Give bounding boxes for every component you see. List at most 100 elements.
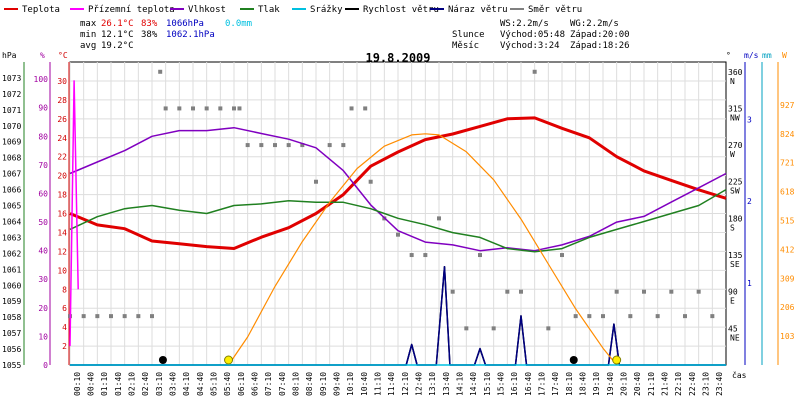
temp-tick-7: 16: [57, 210, 67, 219]
wind-dir-point-50: [710, 314, 715, 319]
hpa-tick-12: 1067: [2, 170, 21, 179]
w-tick-6: 721: [780, 159, 795, 168]
wind-dir-point-48: [683, 314, 687, 319]
temp-tick-1: 4: [62, 323, 67, 332]
ms-tick-2: 3: [747, 115, 752, 124]
wind-dir-point-38: [546, 326, 551, 331]
dir-tick-deg-3: 180: [728, 214, 743, 223]
wind-dir-point-27: [396, 232, 400, 237]
x-tick-14: 07:10: [264, 372, 273, 396]
wind-dir-point-30: [437, 216, 441, 221]
moon-label: Měsíc: [452, 41, 479, 51]
axis-title-ms: m/s: [744, 51, 759, 60]
x-tick-23: 11:40: [387, 372, 396, 396]
x-tick-37: 18:40: [579, 372, 588, 396]
wind-dir-point-9: [177, 106, 182, 111]
x-tick-33: 16:40: [524, 372, 533, 396]
pct-tick-1: 10: [38, 332, 48, 341]
wind-dir-point-39: [560, 253, 564, 258]
w-tick-4: 515: [780, 217, 795, 226]
hpa-tick-3: 1058: [2, 313, 21, 322]
dir-tick-name-7: N: [730, 77, 735, 86]
x-tick-24: 12:10: [401, 372, 410, 396]
wind-dir-point-18: [286, 143, 291, 148]
info-block: WS:2.2m/s WG:2.2m/s Slunce Východ:05:48 …: [452, 19, 630, 51]
axis-title-w: W: [782, 51, 787, 60]
w-tick-1: 206: [780, 303, 795, 312]
w-tick-7: 824: [780, 130, 795, 139]
dir-tick-deg-0: 45: [728, 324, 738, 333]
x-tick-1: 00:40: [87, 372, 96, 396]
stat-max-press: 1066hPa: [166, 19, 204, 29]
x-tick-21: 10:40: [360, 372, 369, 396]
wind-dir-point-14: [237, 106, 242, 111]
temp-tick-0: 2: [62, 342, 67, 351]
legend-label-0: Teplota: [22, 5, 60, 15]
wind-dir-point-32: [464, 326, 469, 331]
ms-tick-0: 1: [747, 279, 752, 288]
x-tick-40: 20:10: [620, 372, 629, 396]
x-tick-5: 02:40: [141, 372, 150, 396]
wind-dir-point-16: [259, 143, 264, 148]
x-tick-6: 03:10: [155, 372, 164, 396]
hpa-tick-1: 1056: [2, 345, 21, 354]
pct-tick-5: 50: [38, 218, 48, 227]
wind-dir-point-24: [363, 106, 368, 111]
hpa-tick-18: 1073: [2, 74, 21, 83]
wind-dir-point-33: [478, 253, 482, 258]
x-tick-46: 23:10: [702, 372, 711, 396]
series-line-6: [228, 133, 618, 366]
x-tick-18: 09:10: [319, 372, 328, 396]
axis-title-time: čas: [732, 370, 747, 380]
moonrise-time: Východ:3:24: [500, 41, 560, 51]
x-tick-29: 14:40: [469, 372, 478, 396]
dir-tick-deg-4: 225: [728, 178, 743, 187]
axis-title-temp: °C: [58, 51, 68, 60]
x-tick-2: 01:10: [100, 372, 109, 396]
wind-dir-point-21: [327, 143, 332, 148]
stat-max-label: max: [80, 19, 97, 29]
wind-gust-info: WG:2.2m/s: [570, 19, 619, 29]
temp-tick-10: 22: [57, 153, 67, 162]
wind-dir-point-41: [587, 314, 592, 319]
hpa-tick-9: 1064: [2, 217, 21, 226]
wind-dir-point-11: [204, 106, 209, 111]
x-tick-39: 19:40: [606, 372, 615, 396]
series-line-1: [69, 126, 727, 252]
legend-label-7: Směr větru: [528, 5, 582, 15]
wind-dir-point-4: [122, 314, 127, 319]
temp-tick-11: 24: [57, 134, 67, 143]
temp-tick-5: 12: [57, 247, 67, 256]
temp-tick-12: 26: [57, 115, 67, 124]
x-tick-42: 21:10: [647, 372, 656, 396]
wind-dir-point-37: [532, 69, 537, 74]
x-tick-38: 19:10: [592, 372, 601, 396]
hpa-tick-8: 1063: [2, 233, 21, 242]
x-tick-0: 00:10: [73, 372, 82, 396]
stat-min-hum: 38%: [141, 30, 158, 40]
pct-tick-0: 0: [43, 361, 48, 370]
x-tick-10: 05:10: [210, 372, 219, 396]
temp-tick-8: 18: [57, 191, 67, 200]
dir-tick-name-0: NE: [730, 333, 740, 342]
legend-label-2: Vlhkost: [188, 5, 226, 15]
wind-dir-point-44: [628, 314, 633, 319]
x-tick-7: 03:40: [169, 372, 178, 396]
moonrise-marker-0: [158, 356, 167, 364]
legend-label-3: Tlak: [258, 5, 280, 15]
series-line-2: [69, 188, 727, 253]
x-tick-41: 20:40: [633, 372, 642, 396]
hpa-tick-10: 1065: [2, 202, 21, 211]
wind-dir-point-46: [655, 314, 660, 319]
legend-label-6: Náraz větru: [448, 5, 508, 15]
x-tick-36: 18:10: [565, 372, 574, 396]
wind-dir-point-42: [601, 314, 605, 319]
wind-dir-point-8: [163, 106, 168, 111]
hpa-tick-11: 1066: [2, 186, 21, 195]
series-lines: [69, 80, 727, 366]
axis-title-hpa: hPa: [2, 51, 17, 60]
sunrise-time: Východ:05:48: [500, 30, 565, 40]
x-tick-9: 04:40: [196, 372, 205, 396]
hpa-tick-14: 1069: [2, 138, 21, 147]
x-tick-16: 08:10: [292, 372, 301, 396]
